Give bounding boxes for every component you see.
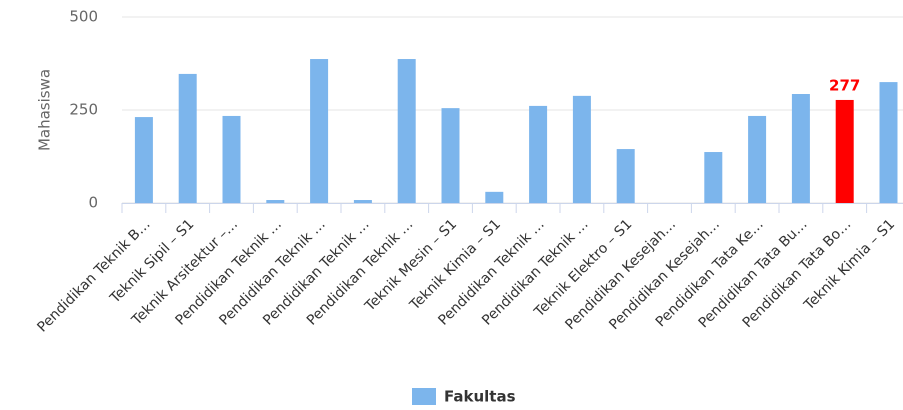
bar	[835, 99, 854, 203]
bar	[397, 59, 416, 204]
data-label: 277	[829, 76, 860, 94]
bar	[616, 149, 635, 203]
bar	[222, 115, 241, 203]
bar	[178, 73, 197, 203]
legend-swatch	[412, 388, 436, 405]
bar	[441, 108, 460, 203]
bar	[529, 105, 548, 203]
bar	[748, 115, 767, 203]
y-tick-label: 0	[88, 194, 98, 212]
bar	[353, 200, 372, 203]
y-tick-label: 500	[69, 8, 98, 26]
bar	[791, 94, 810, 203]
legend-label: Fakultas	[444, 388, 516, 406]
bar	[572, 95, 591, 203]
bar	[310, 59, 329, 204]
bar	[134, 117, 153, 203]
y-axis-title: Mahasiswa	[36, 69, 54, 151]
bar	[485, 191, 504, 203]
bar	[879, 82, 898, 203]
bar	[704, 152, 723, 203]
y-tick-label: 250	[69, 101, 98, 119]
bar	[266, 200, 285, 203]
